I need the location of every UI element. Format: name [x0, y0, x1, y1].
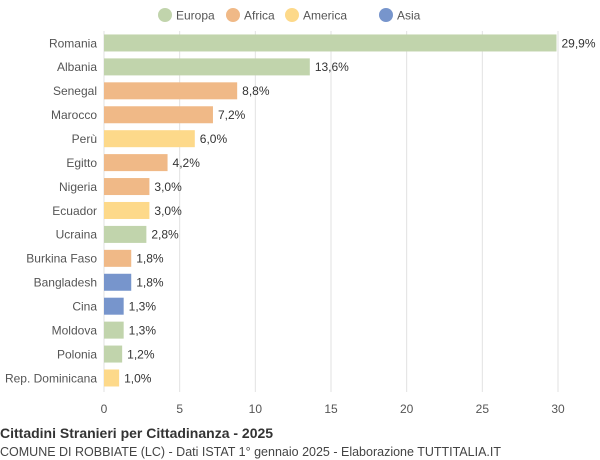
bars: Romania 29,9% Albania 13,6% Senegal 8,8% Maroc… — [5, 34, 596, 387]
y-tick-label: Albania — [57, 60, 97, 74]
data-label: 4,2% — [173, 156, 201, 170]
chart-title: Cittadini Stranieri per Cittadinanza - 2… — [0, 425, 274, 441]
y-tick-label: Cina — [72, 299, 97, 313]
bar-chart: Europa Africa America Asia Romania 29,9% Alba… — [5, 8, 596, 416]
data-label: 2,8% — [151, 228, 179, 242]
bar — [104, 273, 132, 291]
data-label: 1,3% — [129, 323, 157, 337]
bar — [104, 369, 120, 387]
legend-marker-africa — [226, 8, 240, 22]
data-label: 1,3% — [129, 299, 157, 313]
x-tick-label: 0 — [101, 402, 108, 416]
bar — [104, 321, 124, 339]
y-tick-label: Senegal — [53, 84, 97, 98]
x-axis: 0 5 10 15 20 25 30 — [101, 402, 565, 416]
bar — [104, 34, 557, 52]
y-tick-label: Romania — [49, 36, 97, 50]
bar — [104, 225, 147, 243]
y-tick-label: Rep. Dominicana — [5, 371, 97, 385]
x-tick-label: 5 — [176, 402, 183, 416]
legend-label-asia: Asia — [397, 9, 421, 23]
y-tick-label: Moldova — [52, 323, 98, 337]
bar — [104, 82, 238, 100]
x-tick-label: 25 — [476, 402, 490, 416]
x-tick-label: 30 — [551, 402, 565, 416]
data-label: 29,9% — [561, 36, 595, 50]
legend-label-africa: Africa — [244, 9, 275, 23]
data-label: 1,8% — [136, 252, 164, 266]
data-label: 3,0% — [154, 180, 182, 194]
legend-marker-asia — [379, 8, 393, 22]
chart-subtitle: COMUNE DI ROBBIATE (LC) - Dati ISTAT 1° … — [0, 445, 501, 459]
data-label: 1,0% — [124, 371, 152, 385]
bar — [104, 178, 150, 196]
data-label: 1,8% — [136, 276, 164, 290]
bar — [104, 249, 132, 267]
data-label: 3,0% — [154, 204, 182, 218]
y-tick-label: Polonia — [57, 347, 97, 361]
y-tick-label: Burkina Faso — [26, 252, 97, 266]
bar — [104, 58, 310, 76]
y-tick-label: Marocco — [51, 108, 97, 122]
legend: Europa Africa America Asia — [158, 8, 421, 23]
data-label: 6,0% — [200, 132, 228, 146]
y-tick-label: Perù — [72, 132, 97, 146]
x-tick-label: 20 — [400, 402, 414, 416]
legend-marker-america — [285, 8, 299, 22]
bar — [104, 130, 195, 148]
x-tick-label: 15 — [324, 402, 338, 416]
y-tick-label: Bangladesh — [34, 276, 97, 290]
data-label: 1,2% — [127, 347, 155, 361]
bar — [104, 297, 124, 315]
legend-label-europa: Europa — [176, 9, 215, 23]
bar — [104, 106, 213, 124]
y-tick-label: Nigeria — [59, 180, 97, 194]
bar — [104, 154, 168, 172]
y-tick-label: Egitto — [66, 156, 97, 170]
bar — [104, 201, 150, 219]
x-tick-label: 10 — [249, 402, 263, 416]
legend-marker-europa — [158, 8, 172, 22]
data-label: 7,2% — [218, 108, 246, 122]
bar — [104, 345, 123, 363]
data-label: 8,8% — [242, 84, 270, 98]
legend-label-america: America — [303, 9, 347, 23]
data-label: 13,6% — [315, 60, 349, 74]
y-tick-label: Ucraina — [56, 228, 98, 242]
y-tick-label: Ecuador — [52, 204, 97, 218]
